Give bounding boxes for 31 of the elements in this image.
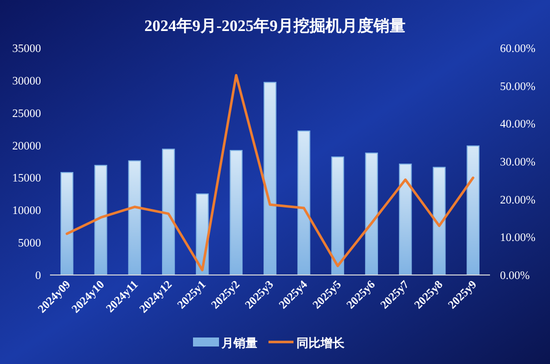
bar (230, 150, 243, 276)
y2-tick-label: 50.00% (500, 80, 536, 93)
y2-tick-label: 30.00% (500, 156, 536, 168)
bar (60, 172, 74, 276)
y-tick-label: 10000 (12, 205, 42, 218)
y-tick-label: 25000 (12, 108, 42, 120)
bar (466, 145, 480, 276)
bar (94, 164, 108, 276)
line-series (66, 74, 474, 272)
bar (432, 166, 446, 276)
bar (264, 82, 276, 276)
y2-tick-label: 60.00% (500, 43, 536, 55)
bar (162, 148, 175, 276)
y-tick-label: 35000 (12, 43, 42, 55)
y2-tick-label: 20.00% (500, 194, 536, 206)
bar (331, 156, 344, 276)
bar (128, 160, 142, 276)
bar (297, 130, 310, 276)
y2-tick-label: 0.00% (500, 270, 530, 282)
y-tick-label: 30000 (12, 75, 42, 88)
legend-label: 月销量 (220, 336, 258, 350)
legend-label: 同比增长 (296, 336, 346, 350)
chart-title: 2024年9月-2025年9月挖掘机月度销量 (144, 16, 406, 35)
bar (398, 164, 412, 276)
y2-tick-label: 10.00% (500, 232, 536, 244)
bar (365, 152, 378, 276)
y-tick-label: 20000 (12, 140, 42, 152)
y-tick-label: 0 (35, 270, 42, 282)
y2-tick-label: 40.00% (500, 118, 536, 131)
y-tick-label: 5000 (18, 238, 42, 250)
y-tick-label: 15000 (12, 172, 42, 185)
